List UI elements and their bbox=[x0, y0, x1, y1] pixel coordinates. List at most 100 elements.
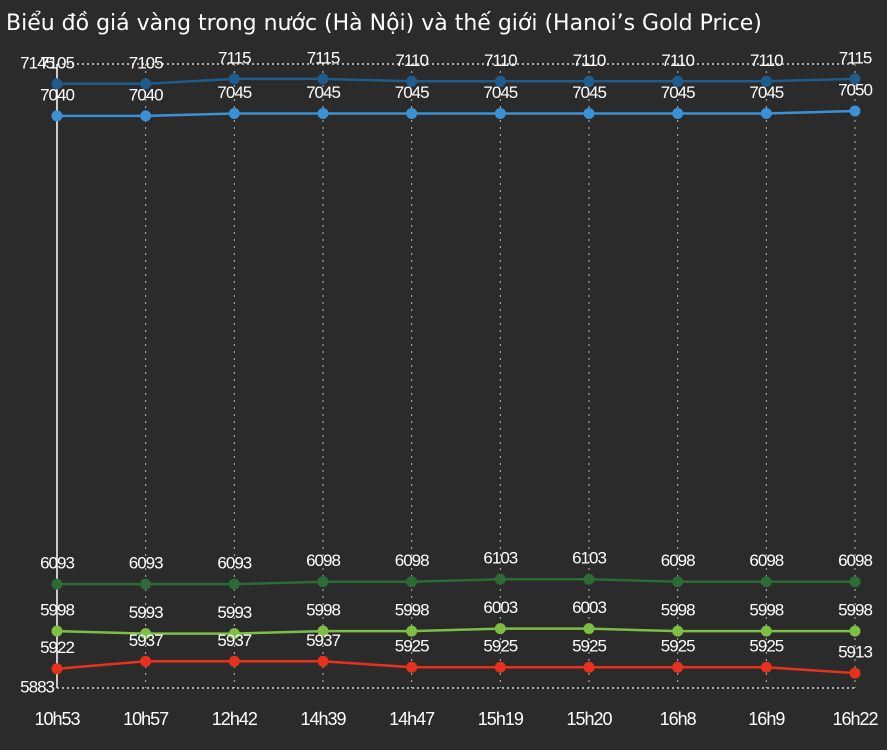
data-point bbox=[140, 78, 152, 90]
data-point bbox=[51, 625, 63, 637]
data-label: 5998 bbox=[661, 601, 695, 620]
data-label: 7040 bbox=[40, 85, 74, 104]
data-point bbox=[494, 75, 506, 87]
data-point bbox=[140, 110, 152, 122]
data-label: 7110 bbox=[750, 51, 783, 70]
data-point bbox=[849, 576, 861, 588]
data-point bbox=[583, 623, 595, 635]
series-line bbox=[57, 109, 856, 118]
data-label: 7110 bbox=[484, 51, 517, 70]
x-tick-label: 16h8 bbox=[660, 709, 697, 729]
data-label: 5913 bbox=[838, 643, 872, 662]
data-point bbox=[494, 573, 506, 585]
data-label: 5925 bbox=[395, 637, 429, 656]
x-tick-label: 10h57 bbox=[123, 709, 169, 729]
x-tick-label: 12h42 bbox=[212, 709, 258, 729]
x-tick-label: 14h39 bbox=[300, 709, 346, 729]
x-tick-label: 15h20 bbox=[566, 709, 612, 729]
x-tick-label: 16h22 bbox=[832, 709, 878, 729]
data-point bbox=[140, 578, 152, 590]
data-label: 5925 bbox=[483, 637, 517, 656]
data-label: 6103 bbox=[572, 549, 606, 568]
data-point bbox=[672, 75, 684, 87]
data-point bbox=[51, 78, 63, 90]
data-label: 7045 bbox=[395, 83, 429, 102]
data-label: 5998 bbox=[838, 601, 872, 620]
data-label: 7110 bbox=[661, 51, 694, 70]
data-label: 5998 bbox=[40, 601, 74, 620]
x-tick-label: 14h47 bbox=[389, 709, 435, 729]
x-tick-label: 16h9 bbox=[748, 709, 785, 729]
data-point bbox=[317, 625, 329, 637]
data-point bbox=[228, 628, 240, 640]
data-point bbox=[583, 75, 595, 87]
data-point bbox=[228, 107, 240, 119]
data-point bbox=[406, 107, 418, 119]
data-point bbox=[140, 655, 152, 667]
data-label: 6098 bbox=[661, 551, 695, 570]
data-label: 6103 bbox=[483, 549, 517, 568]
data-point bbox=[317, 73, 329, 85]
data-point bbox=[849, 667, 861, 679]
data-point bbox=[672, 576, 684, 588]
data-label: 7110 bbox=[395, 51, 428, 70]
data-point bbox=[406, 625, 418, 637]
data-point bbox=[228, 73, 240, 85]
data-label: 6098 bbox=[395, 551, 429, 570]
data-label: 7050 bbox=[838, 80, 872, 99]
data-point bbox=[494, 107, 506, 119]
data-point bbox=[849, 105, 861, 117]
y-tick-label: 5883 bbox=[20, 677, 54, 696]
data-label: 7040 bbox=[129, 85, 163, 104]
data-point bbox=[583, 107, 595, 119]
data-point bbox=[672, 661, 684, 673]
data-label: 6098 bbox=[838, 551, 872, 570]
data-point bbox=[494, 661, 506, 673]
data-point bbox=[760, 661, 772, 673]
data-label: 5998 bbox=[395, 601, 429, 620]
data-label: 7105 bbox=[40, 53, 74, 72]
data-point bbox=[317, 107, 329, 119]
data-label: 6093 bbox=[40, 554, 74, 573]
data-point bbox=[228, 578, 240, 590]
data-point bbox=[672, 107, 684, 119]
x-tick-label: 15h19 bbox=[478, 709, 524, 729]
data-label: 7105 bbox=[129, 53, 163, 72]
chart-title: Biểu đồ giá vàng trong nước (Hà Nội) và … bbox=[6, 11, 762, 36]
data-label: 7115 bbox=[218, 48, 251, 67]
data-label: 7045 bbox=[306, 83, 340, 102]
data-point bbox=[760, 625, 772, 637]
data-point bbox=[406, 661, 418, 673]
data-label: 5922 bbox=[40, 638, 74, 657]
data-label: 5993 bbox=[217, 603, 251, 622]
data-label: 5993 bbox=[129, 603, 163, 622]
data-label: 6098 bbox=[306, 551, 340, 570]
data-point bbox=[849, 625, 861, 637]
data-label: 6093 bbox=[129, 554, 163, 573]
data-point bbox=[51, 578, 63, 590]
data-label: 7045 bbox=[483, 83, 517, 102]
data-point bbox=[51, 663, 63, 675]
x-tick-label: 10h53 bbox=[34, 709, 80, 729]
data-label: 6093 bbox=[217, 554, 251, 573]
series-line bbox=[57, 577, 855, 586]
data-label: 7045 bbox=[572, 83, 606, 102]
series-line bbox=[57, 77, 856, 86]
data-point bbox=[760, 107, 772, 119]
data-point bbox=[140, 628, 152, 640]
data-label: 5925 bbox=[661, 637, 695, 656]
data-point bbox=[228, 655, 240, 667]
data-point bbox=[760, 576, 772, 588]
data-point bbox=[406, 75, 418, 87]
data-label: 5937 bbox=[306, 631, 340, 650]
data-label: 5937 bbox=[217, 631, 251, 650]
data-point bbox=[583, 573, 595, 585]
data-label: 5937 bbox=[129, 631, 163, 650]
data-label: 6003 bbox=[483, 598, 517, 617]
data-point bbox=[51, 110, 63, 122]
data-label: 7110 bbox=[573, 51, 606, 70]
data-point bbox=[849, 73, 861, 85]
data-point bbox=[672, 625, 684, 637]
